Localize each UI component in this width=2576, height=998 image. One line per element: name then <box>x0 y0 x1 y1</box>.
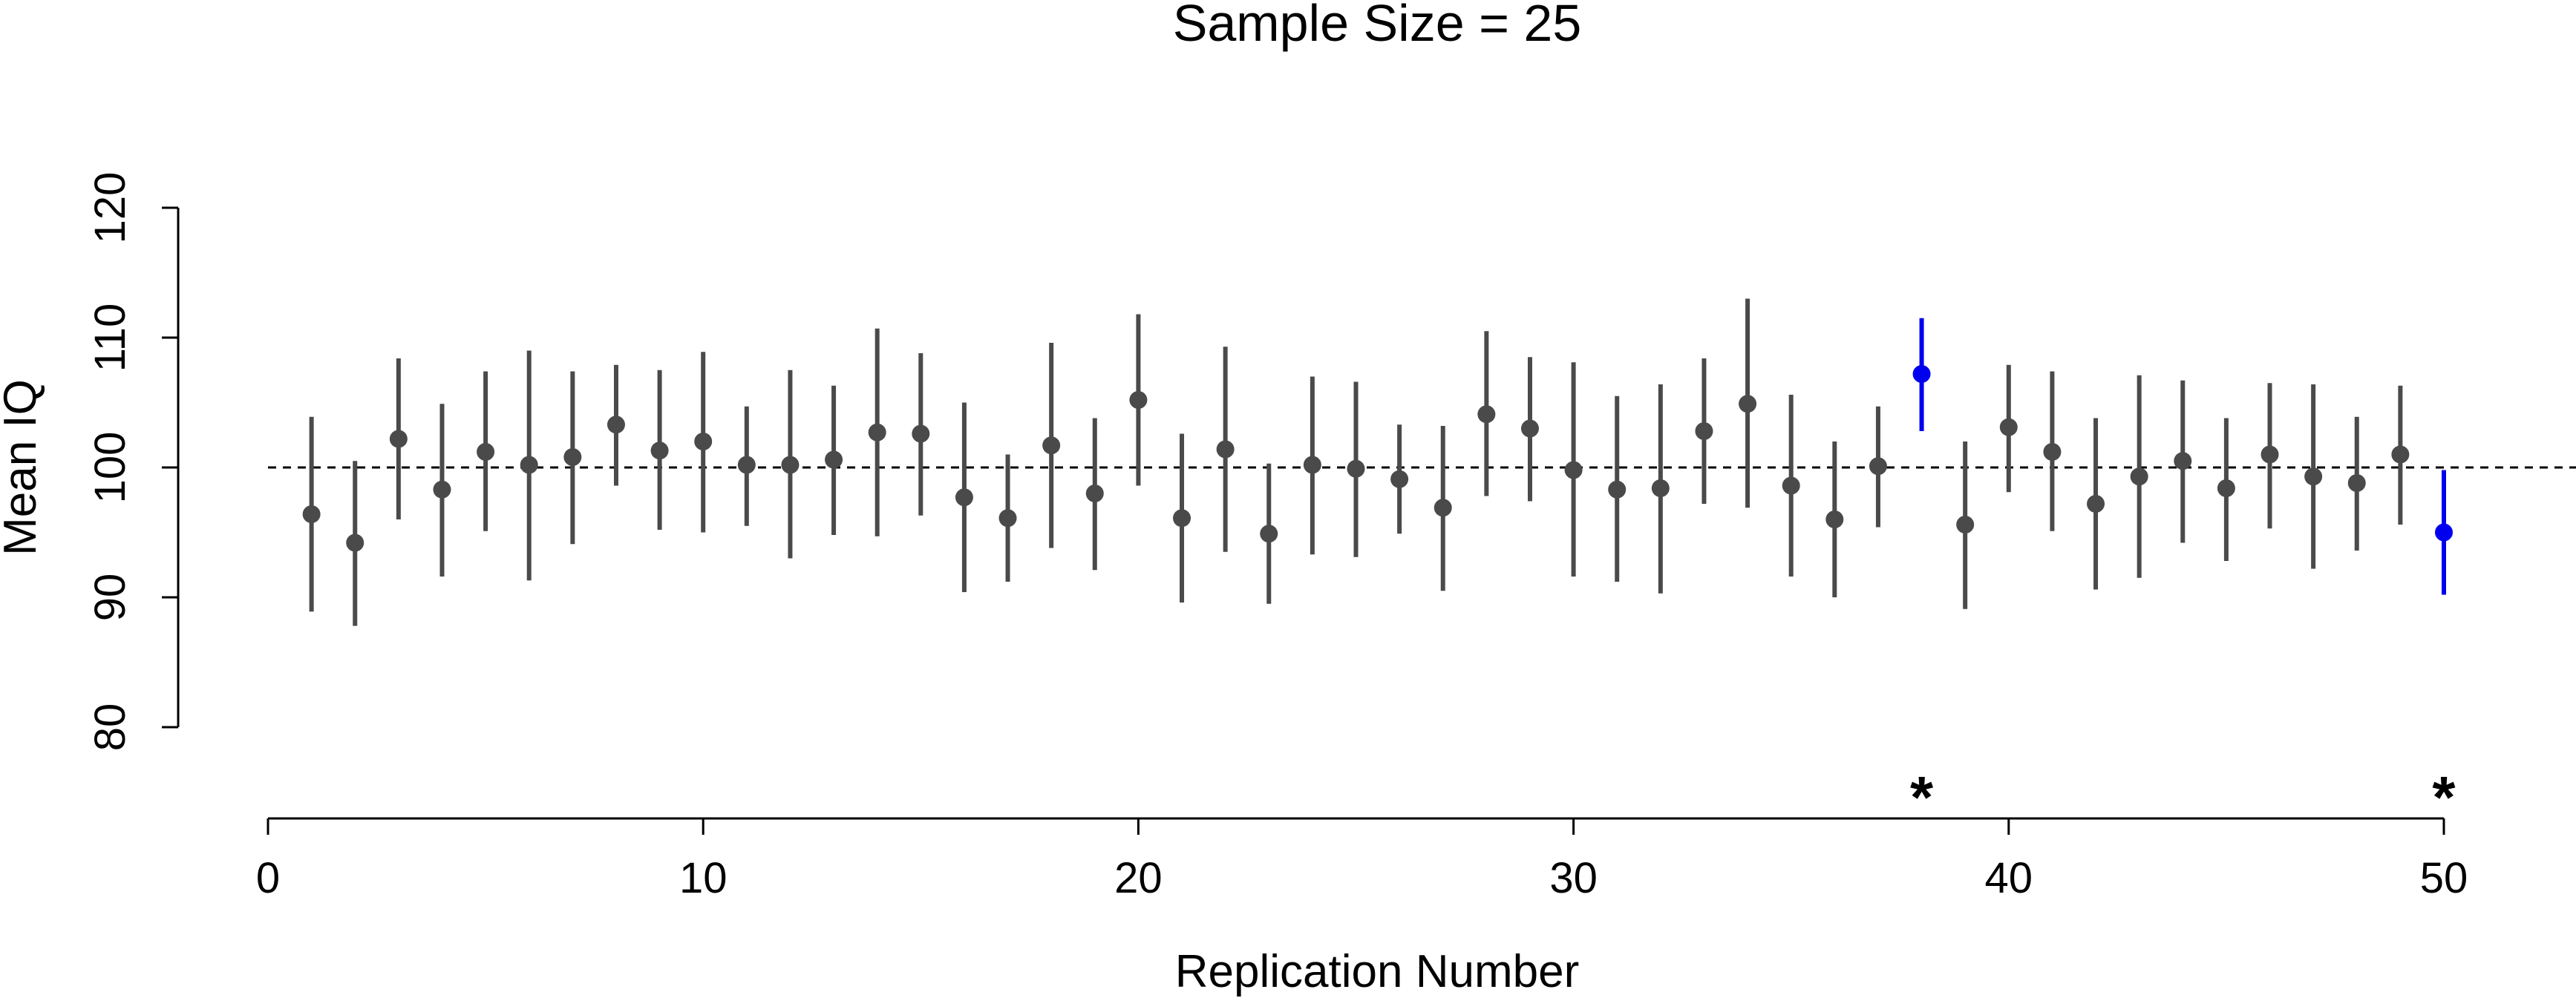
y-tick-label: 120 <box>86 172 134 244</box>
mean-point-33 <box>1695 422 1713 440</box>
mean-point-50 <box>2435 523 2453 542</box>
mean-point-17 <box>998 509 1017 528</box>
mean-point-49 <box>2391 445 2410 464</box>
mean-point-8 <box>607 416 625 434</box>
mean-point-34 <box>1739 395 1757 413</box>
mean-point-36 <box>1825 511 1844 528</box>
y-tick-label: 90 <box>86 574 134 622</box>
x-tick-label: 30 <box>1549 854 1598 902</box>
mean-point-10 <box>694 433 713 450</box>
mean-point-14 <box>868 423 886 441</box>
x-axis: 0 10 20 30 40 50 <box>256 817 2468 902</box>
mean-point-21 <box>1173 509 1191 528</box>
mean-point-19 <box>1085 485 1104 502</box>
x-axis-label: Replication Number <box>1175 946 1579 997</box>
x-tick-label: 0 <box>256 854 280 902</box>
mean-point-11 <box>737 456 756 474</box>
mean-point-44 <box>2174 452 2192 470</box>
mean-point-2 <box>346 534 365 552</box>
x-tick-label: 50 <box>2420 854 2468 902</box>
chart-title: Sample Size = 25 <box>1173 0 1582 52</box>
mean-point-42 <box>2087 495 2105 513</box>
mean-point-45 <box>2217 479 2235 497</box>
mean-point-41 <box>2043 443 2062 461</box>
mean-point-16 <box>955 488 973 507</box>
y-tick-label: 110 <box>86 303 134 372</box>
mean-point-13 <box>825 450 843 469</box>
mean-point-35 <box>1782 476 1800 495</box>
mean-point-3 <box>389 430 408 448</box>
mean-point-48 <box>2347 474 2366 492</box>
mean-point-47 <box>2304 467 2323 486</box>
miss-markers: * * <box>1910 764 2456 830</box>
mean-point-25 <box>1347 459 1365 478</box>
miss-marker-38: * <box>1910 764 1934 830</box>
mean-point-38 <box>1912 365 1931 383</box>
mean-point-28 <box>1477 405 1496 424</box>
mean-point-18 <box>1042 436 1061 455</box>
mean-point-1 <box>302 505 321 523</box>
mean-point-9 <box>650 441 669 460</box>
y-axis-label: Mean IQ <box>0 379 46 556</box>
mean-point-43 <box>2130 467 2148 486</box>
mean-point-27 <box>1434 499 1452 517</box>
mean-point-40 <box>1999 418 2018 436</box>
mean-point-39 <box>1956 516 1975 534</box>
mean-point-26 <box>1390 470 1409 488</box>
y-tick-label: 100 <box>86 432 134 504</box>
miss-marker-50: * <box>2432 764 2456 830</box>
mean-point-32 <box>1651 479 1670 497</box>
mean-point-24 <box>1303 456 1321 474</box>
y-tick-label: 80 <box>86 703 134 752</box>
mean-point-22 <box>1216 440 1235 459</box>
mean-point-31 <box>1608 480 1627 499</box>
mean-point-15 <box>912 424 930 443</box>
mean-point-12 <box>781 456 800 474</box>
mean-point-23 <box>1260 525 1278 543</box>
mean-point-20 <box>1129 391 1148 409</box>
mean-point-7 <box>563 448 582 466</box>
mean-point-46 <box>2260 445 2279 464</box>
mean-point-4 <box>433 480 451 499</box>
mean-point-5 <box>477 443 495 461</box>
mean-point-30 <box>1564 461 1583 479</box>
x-tick-label: 20 <box>1114 854 1163 902</box>
mean-point-29 <box>1520 419 1539 438</box>
data-marks <box>302 298 2453 626</box>
x-tick-label: 40 <box>1985 854 2033 902</box>
mean-point-37 <box>1869 457 1887 476</box>
x-tick-label: 10 <box>679 854 728 902</box>
mean-point-6 <box>520 456 538 474</box>
y-axis: 80 90 100 110 120 <box>86 172 180 752</box>
